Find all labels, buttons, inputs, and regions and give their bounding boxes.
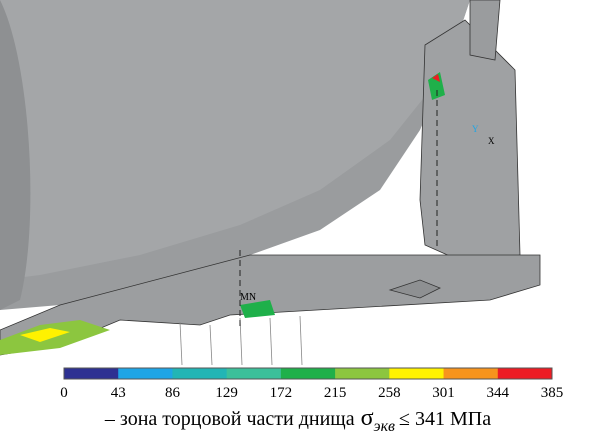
legend-tick-label: 258 — [378, 385, 401, 401]
legend-swatch — [389, 368, 444, 379]
legend-tick-label: 172 — [270, 385, 293, 401]
legend-swatch — [498, 368, 553, 379]
legend-swatch — [281, 368, 336, 379]
legend-swatch — [335, 368, 390, 379]
legend-tick-label: 301 — [432, 385, 455, 401]
rib — [470, 0, 500, 60]
caption-symbol: σ — [361, 405, 374, 431]
legend-swatch — [64, 368, 119, 379]
legend-tick-label: 129 — [215, 385, 238, 401]
caption-condition: ≤ 341 МПа — [399, 408, 491, 430]
axis-label: Y — [472, 124, 479, 134]
axis-label: X — [488, 136, 495, 146]
legend-swatch — [118, 368, 173, 379]
min-label: MN — [240, 292, 256, 303]
legend-tick-label: 385 — [541, 385, 564, 401]
caption-subscript: экв — [374, 418, 396, 435]
legend-tick-label: 215 — [324, 385, 347, 401]
legend-tick-label: 344 — [487, 385, 510, 401]
legend-tick-label: 86 — [165, 385, 181, 401]
legend-tick-label: 0 — [60, 385, 68, 401]
caption-text: – зона торцовой части днища — [104, 408, 355, 430]
legend-swatch — [172, 368, 227, 379]
legend-swatch — [444, 368, 499, 379]
legend-swatch — [227, 368, 282, 379]
legend-tick-label: 43 — [111, 385, 126, 401]
screenshot: MN Y X 0 43 86 129 172 215 258 301 344 385 – зона… — [0, 0, 595, 439]
